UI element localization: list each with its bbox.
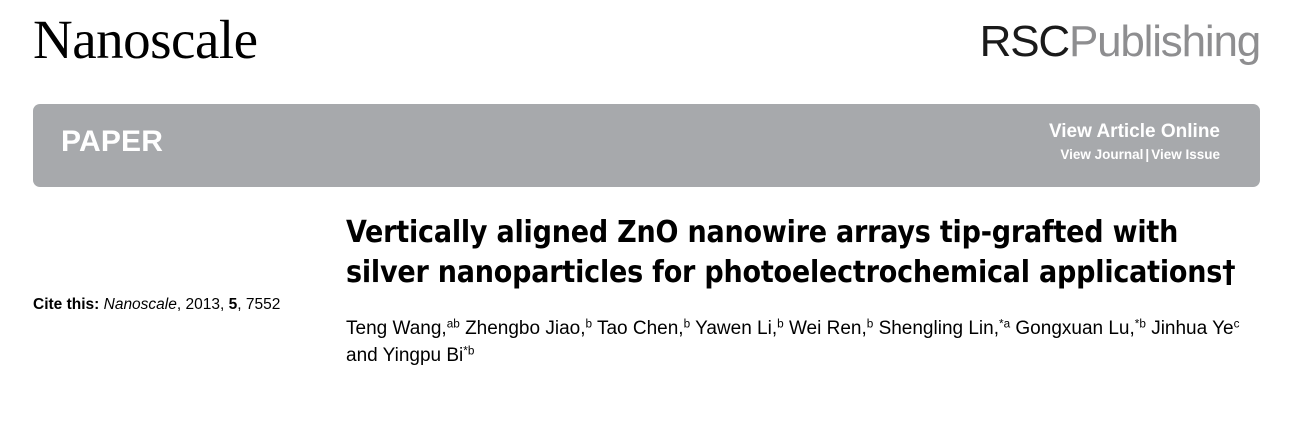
- author-name: Teng Wang,: [346, 317, 447, 339]
- rsc-publishing-logo: RSCPublishing: [979, 16, 1262, 69]
- author-list: Teng Wang,ab Zhengbo Jiao,b Tao Chen,b Y…: [346, 315, 1246, 370]
- author-name: Tao Chen,: [596, 317, 684, 339]
- author-affiliation-marker: *b: [1134, 317, 1146, 331]
- citation-comma-3: ,: [237, 296, 242, 313]
- author-name: and Yingpu Bi: [346, 345, 464, 367]
- view-journal-link[interactable]: View Journal: [1060, 146, 1144, 162]
- author-affiliation-marker: ab: [446, 317, 460, 331]
- article-title: Vertically aligned ZnO nanowire arrays t…: [346, 215, 1236, 290]
- publisher-logo-publishing-text: Publishing: [1068, 17, 1261, 66]
- author-affiliation-marker: b: [683, 317, 691, 331]
- view-article-online-link[interactable]: View Article Online: [1048, 121, 1220, 142]
- author-name: Jinhua Ye: [1151, 317, 1234, 339]
- author-affiliation-marker: b: [866, 317, 874, 331]
- link-separator: |: [1145, 146, 1150, 162]
- citation-comma-1: ,: [176, 296, 182, 313]
- view-issue-link[interactable]: View Issue: [1151, 146, 1220, 162]
- author-list-names: Teng Wang,ab Zhengbo Jiao,b Tao Chen,b Y…: [346, 318, 1240, 367]
- banner-link-group: View Article Online View Journal | View Is…: [1049, 120, 1220, 163]
- article-type-label: PAPER: [61, 125, 164, 158]
- publisher-logo-rsc-text: RSC: [979, 17, 1071, 66]
- citation-year: 2013: [185, 296, 220, 313]
- author-name: Zhengbo Jiao,: [465, 317, 586, 339]
- citation-journal-name: Nanoscale: [103, 296, 177, 313]
- author-affiliation-marker: *a: [999, 317, 1011, 331]
- journal-title-wordmark: Nanoscale: [33, 9, 258, 70]
- author-affiliation-marker: c: [1233, 317, 1240, 331]
- author-affiliation-marker: *b: [463, 344, 475, 358]
- citation-label: Cite this:: [33, 296, 100, 313]
- citation-block: Cite this: Nanoscale, 2013, 5, 7552: [33, 295, 323, 315]
- author-affiliation-marker: b: [585, 317, 593, 331]
- author-name: Shengling Lin,: [878, 317, 999, 339]
- secondary-link-row: View Journal | View Issue: [1049, 147, 1220, 163]
- journal-masthead: Nanoscale RSCPublishing: [0, 0, 1293, 100]
- citation-comma-2: ,: [219, 296, 225, 313]
- author-affiliation-marker: b: [777, 317, 784, 331]
- citation-volume: 5: [228, 296, 238, 313]
- article-type-banner: PAPER View Article Online View Journal | V…: [33, 104, 1260, 187]
- citation-page: 7552: [245, 296, 281, 313]
- author-name: Yawen Li,: [695, 317, 778, 339]
- title-and-authors: Vertically aligned ZnO nanowire arrays t…: [346, 213, 1266, 370]
- author-name: Gongxuan Lu,: [1015, 317, 1135, 339]
- article-header-region: Cite this: Nanoscale, 2013, 5, 7552 Vert…: [0, 187, 1293, 446]
- author-name: Wei Ren,: [788, 317, 867, 339]
